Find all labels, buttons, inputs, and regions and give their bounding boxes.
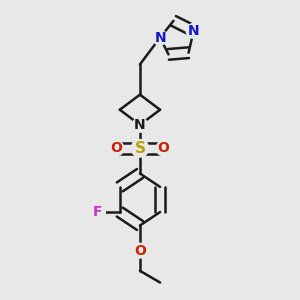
Text: S: S	[134, 141, 146, 156]
Text: F: F	[93, 205, 103, 219]
Circle shape	[153, 30, 167, 45]
Text: N: N	[154, 31, 166, 45]
Circle shape	[133, 243, 147, 258]
Circle shape	[109, 141, 124, 156]
Text: O: O	[134, 244, 146, 258]
Text: O: O	[158, 141, 169, 155]
Circle shape	[156, 141, 171, 156]
Text: N: N	[188, 24, 200, 38]
Text: O: O	[110, 141, 122, 155]
Circle shape	[133, 118, 147, 132]
Text: N: N	[134, 118, 146, 132]
Circle shape	[91, 205, 105, 220]
Circle shape	[186, 23, 201, 38]
Circle shape	[131, 140, 149, 157]
